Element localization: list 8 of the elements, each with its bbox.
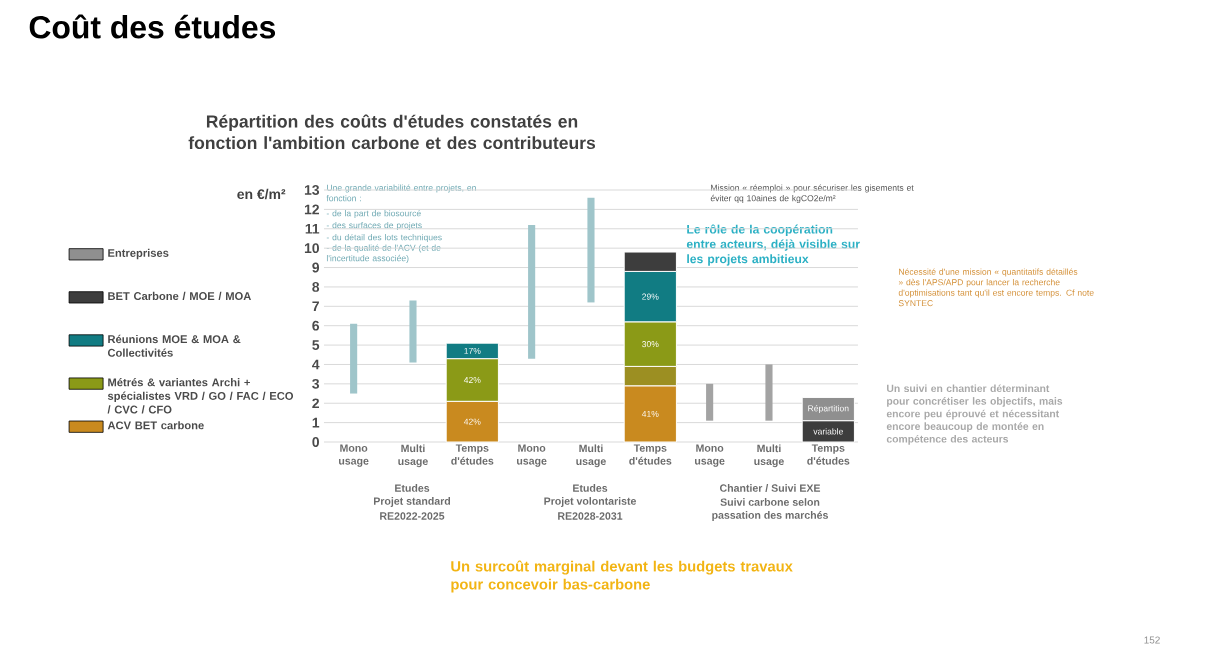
bar (587, 197, 595, 303)
chart-title: Coût des études (29, 14, 276, 39)
bar (350, 323, 358, 394)
bar (528, 224, 536, 359)
chart-subtitle: Répartition des coûts d'études constatés en fonction l'ambition carbone et des contributeurs (188, 114, 596, 150)
bar (706, 383, 714, 421)
bar (409, 300, 417, 363)
bar (765, 364, 773, 421)
